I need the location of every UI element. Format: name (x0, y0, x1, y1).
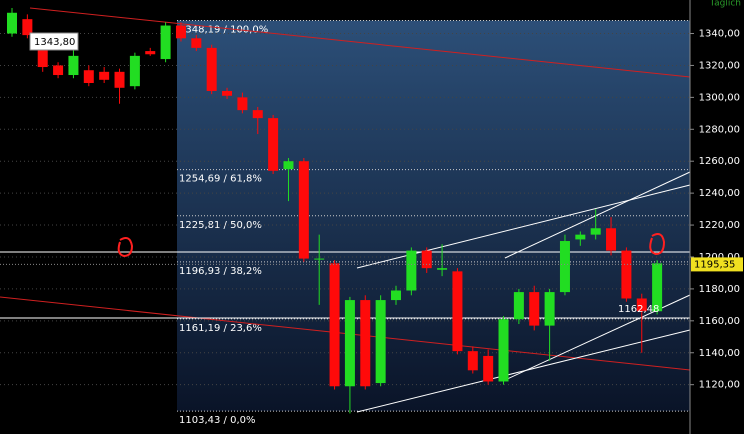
candle-body (283, 161, 294, 170)
fib-label: 1254,69 / 61,8% (179, 174, 262, 185)
y-tick-label: 1160,00 (699, 316, 740, 327)
candle-body (175, 25, 186, 39)
candle-body (498, 319, 509, 382)
y-tick-label: 1280,00 (699, 124, 740, 135)
price-annotation: 1162,48 (618, 304, 659, 315)
y-tick-label: 1260,00 (699, 156, 740, 167)
circle-mark (117, 237, 134, 258)
candle-body (83, 70, 94, 83)
candle-body (452, 271, 463, 352)
circle-mark (649, 233, 666, 256)
candle-body (68, 55, 79, 76)
fib-label: 1196,93 / 38,2% (179, 266, 262, 277)
y-tick-label: 1240,00 (699, 188, 740, 199)
trend-line (504, 171, 691, 259)
candle-body (160, 25, 171, 60)
candle-body (252, 110, 263, 119)
y-tick-label: 1340,00 (699, 29, 740, 40)
y-tick-label: 1220,00 (699, 220, 740, 231)
y-tick-label: 1120,00 (699, 380, 740, 391)
candle-body (467, 351, 478, 371)
fib-label: 1161,19 / 23,6% (179, 323, 262, 334)
candle-body (268, 118, 279, 171)
candle-body (22, 19, 33, 36)
fib-label: 1348,19 / 100,0% (179, 24, 268, 35)
candle-body (145, 51, 156, 55)
candle-body (544, 292, 555, 326)
y-tick-label: 1140,00 (699, 348, 740, 359)
candle-body (406, 250, 417, 291)
candle-body (513, 292, 524, 320)
last-price-label: 1195,35 (694, 259, 735, 270)
candle-body (636, 298, 647, 312)
candle-body (129, 55, 140, 87)
candle-body (421, 250, 432, 269)
tooltip-label: 1343,80 (34, 37, 75, 48)
candle-body (206, 47, 217, 91)
candle-body (7, 12, 17, 34)
candle-body (114, 71, 125, 88)
candle-body (314, 258, 325, 260)
candle-body (621, 250, 632, 299)
candle-body (298, 161, 309, 259)
fib-zone (177, 20, 690, 412)
candle-body (652, 263, 663, 312)
candle-body (37, 39, 48, 68)
candle-body (222, 90, 233, 96)
candle-body (360, 300, 371, 387)
y-tick-label: 1180,00 (699, 284, 740, 295)
candle-body (53, 65, 64, 76)
trend-line (29, 7, 691, 78)
candle-body (344, 300, 355, 387)
candle-body (99, 71, 110, 80)
candle-body (575, 234, 586, 240)
candle-body (559, 241, 570, 293)
fib-label: 1103,43 / 0,0% (179, 415, 255, 426)
candle-body (375, 300, 386, 384)
candle-body (191, 38, 202, 48)
y-tick-label: 1300,00 (699, 92, 740, 103)
candle-body (606, 228, 617, 251)
y-tick-label: 1320,00 (699, 60, 740, 71)
last-price-box (691, 257, 743, 272)
tooltip-box (29, 32, 79, 51)
corner-label: Täglich (709, 0, 741, 9)
candle-body (590, 228, 601, 235)
candle-body (329, 263, 340, 387)
candle-body (483, 355, 494, 382)
candle-body (437, 268, 448, 270)
candle-body (391, 290, 401, 301)
candle-body (237, 97, 248, 111)
candle-body (529, 292, 540, 326)
